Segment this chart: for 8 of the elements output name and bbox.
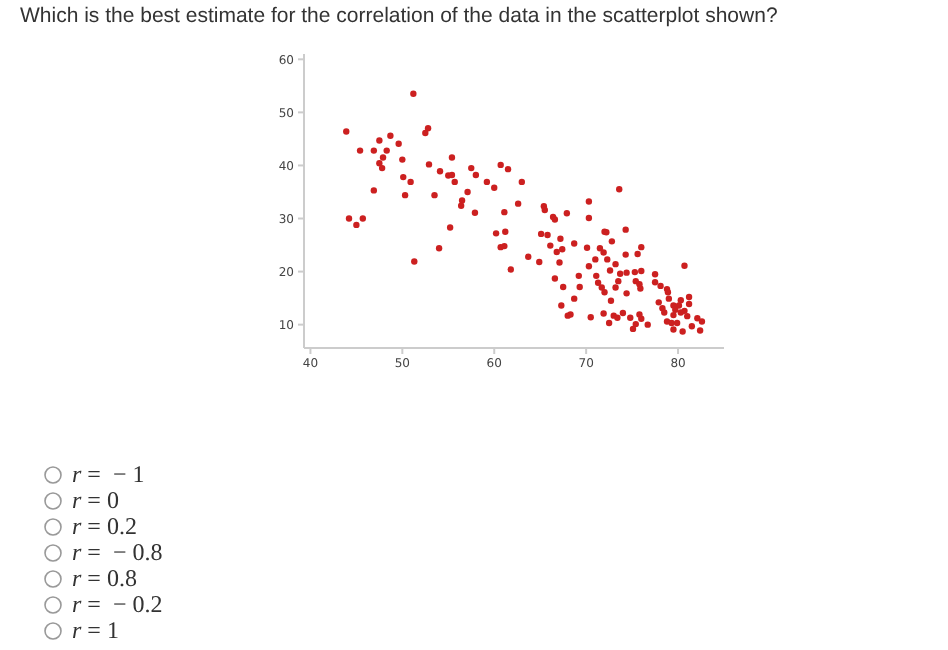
text: r = 0	[72, 486, 119, 514]
text: r = 0.2	[72, 512, 137, 540]
text: r = − 0.2	[72, 590, 163, 618]
chart-title: Which is the best estimate for the correlation of the data in the scatterplot shown?	[20, 4, 778, 28]
text: r = 1	[72, 616, 119, 646]
text: r = 0.8	[72, 564, 137, 592]
text: r = − 1	[72, 460, 145, 488]
text: r = − 0.8	[72, 538, 163, 566]
